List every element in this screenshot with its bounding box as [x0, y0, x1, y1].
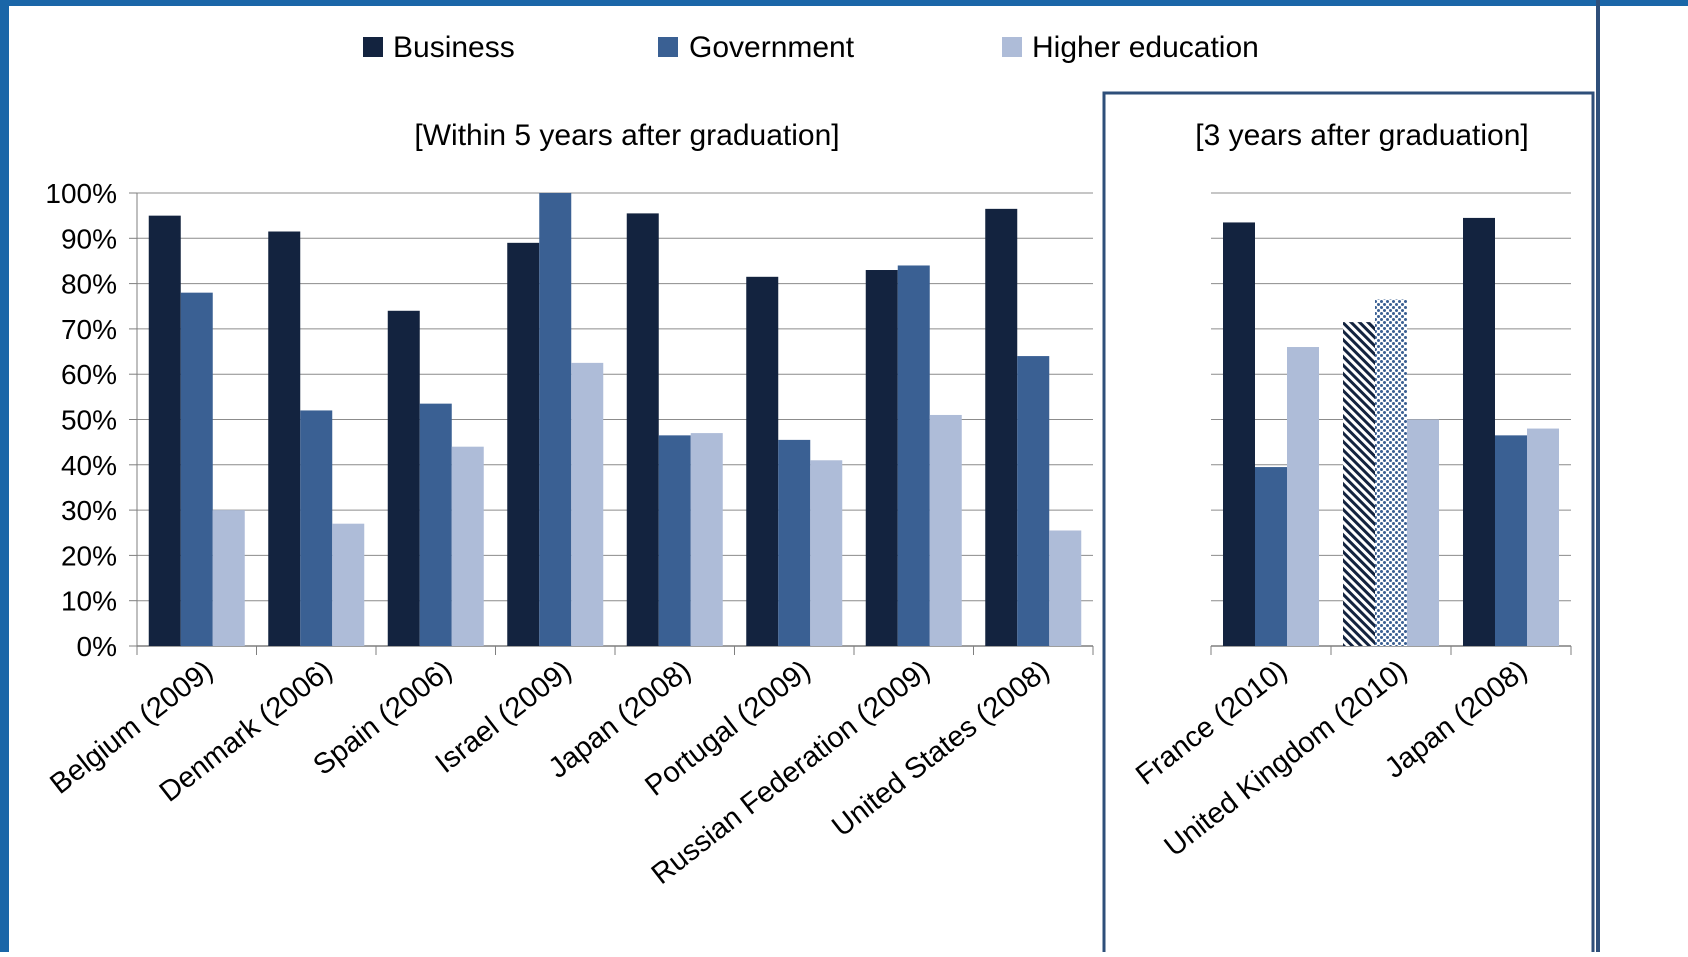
- frame-right-divider: [1596, 0, 1600, 952]
- bar-japan-2008-higher-education: [690, 433, 723, 646]
- bar-france-2010-business: [1223, 222, 1255, 646]
- y-tick-label: 10%: [61, 586, 117, 617]
- right-chart-title: [3 years after graduation]: [1195, 119, 1529, 152]
- y-tick-label: 80%: [61, 269, 117, 300]
- bar-united-states-2008-business: [985, 208, 1018, 647]
- y-tick-label: 50%: [61, 405, 117, 436]
- bar-united-kingdom-2010-business: [1343, 322, 1375, 646]
- left-chart-title: [Within 5 years after graduation]: [414, 119, 839, 152]
- y-tick-label: 60%: [61, 359, 117, 390]
- bar-israel-2009-government: [539, 193, 572, 646]
- bar-spain-2006-government: [419, 403, 452, 646]
- bar-united-states-2008-government: [1017, 356, 1050, 646]
- y-tick-label: 30%: [61, 495, 117, 526]
- left-chart: 0%10%20%30%40%50%60%70%80%90%100%Belgium…: [44, 178, 1094, 891]
- bar-denmark-2006-government: [300, 410, 333, 646]
- bar-france-2010-government: [1255, 467, 1287, 646]
- right-panel-border: [1102, 91, 1595, 957]
- legend: Business Government Higher education: [363, 31, 1259, 64]
- bar-russian-federation-2009-government: [897, 265, 930, 646]
- bar-japan-2008-government: [658, 435, 691, 646]
- bar-portugal-2009-higher-education: [810, 460, 843, 646]
- y-tick-label: 100%: [45, 178, 117, 209]
- frame-top-border: [0, 0, 1688, 6]
- bar-france-2010-higher-education: [1287, 347, 1319, 646]
- bar-denmark-2006-business: [268, 231, 301, 646]
- bar-belgium-2009-government: [180, 292, 213, 646]
- bar-israel-2009-business: [507, 242, 540, 646]
- frame-left-border: [0, 0, 9, 952]
- y-tick-label: 40%: [61, 450, 117, 481]
- bar-russian-federation-2009-higher-education: [929, 414, 962, 646]
- y-tick-label: 0%: [77, 631, 117, 662]
- bar-japan-2008-business: [1463, 217, 1495, 647]
- bar-denmark-2006-higher-education: [332, 523, 365, 646]
- bar-united-states-2008-higher-education: [1049, 530, 1082, 646]
- bar-portugal-2009-government: [778, 439, 811, 646]
- bar-united-kingdom-2010-government: [1375, 299, 1407, 646]
- legend-label-business: Business: [393, 31, 515, 64]
- right-chart: France (2010)United Kingdom (2010)Japan …: [1130, 192, 1572, 863]
- y-tick-label: 20%: [61, 540, 117, 571]
- bar-japan-2008-government: [1495, 435, 1527, 646]
- legend-swatch-higher-education: [1002, 37, 1022, 57]
- bar-japan-2008-business: [626, 213, 659, 646]
- y-tick-label: 70%: [61, 314, 117, 345]
- bar-israel-2009-higher-education: [571, 362, 604, 646]
- bar-belgium-2009-business: [148, 215, 181, 646]
- bar-united-kingdom-2010-higher-education: [1407, 419, 1439, 646]
- legend-label-higher-education: Higher education: [1032, 31, 1259, 64]
- bar-belgium-2009-higher-education: [212, 510, 245, 646]
- y-tick-label: 90%: [61, 223, 117, 254]
- x-tick-label-united-states-2008: United States (2008): [826, 654, 1055, 843]
- bar-portugal-2009-business: [746, 276, 779, 646]
- bar-russian-federation-2009-business: [865, 270, 898, 646]
- legend-swatch-government: [658, 37, 678, 57]
- bar-spain-2006-business: [387, 310, 420, 646]
- bar-japan-2008-higher-education: [1527, 428, 1559, 646]
- legend-swatch-business: [363, 37, 383, 57]
- x-tick-label-united-kingdom-2010: United Kingdom (2010): [1159, 654, 1414, 863]
- legend-label-government: Government: [689, 31, 855, 64]
- bar-spain-2006-higher-education: [451, 446, 484, 646]
